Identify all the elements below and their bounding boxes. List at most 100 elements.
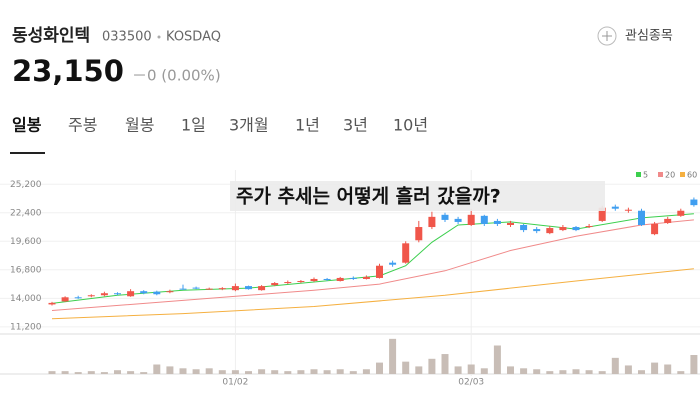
candle-body (677, 210, 685, 216)
volume-bar (74, 372, 82, 374)
volume-bar (664, 364, 672, 374)
volume-bar (507, 366, 514, 374)
market: KOSDAQ (166, 30, 221, 45)
candle-body (611, 206, 619, 209)
volume-bar (480, 368, 488, 374)
candle-body (598, 207, 606, 221)
volume-bar (415, 366, 423, 374)
ma-line (51, 213, 694, 304)
volume-bar (520, 368, 528, 374)
volume-bar (114, 370, 121, 374)
watch-button[interactable]: 관심종목 (625, 29, 673, 44)
legend-label: 60 (687, 171, 697, 180)
volume-bar (546, 371, 554, 374)
candle-body (362, 276, 370, 279)
candle-body (467, 214, 475, 225)
candle-body (310, 278, 318, 282)
y-tick-label: 14,000 (10, 294, 42, 304)
candle-body (245, 286, 252, 290)
candle-body (546, 228, 554, 234)
volume-bar (218, 370, 226, 374)
y-tick-label: 16,800 (10, 265, 42, 275)
candle-body (140, 291, 148, 294)
candle-body (428, 216, 436, 228)
candle-body (127, 291, 135, 297)
volume-bar (349, 371, 357, 374)
plus (602, 31, 612, 41)
volume-bar (127, 371, 135, 374)
candle-body (166, 291, 174, 293)
candle-body (61, 297, 69, 302)
volume-bar (258, 369, 266, 374)
annotation: 주가 추세는 어떻게 흘러 갔을까? (236, 185, 501, 208)
tab[interactable]: 3개월 (229, 116, 269, 135)
stock-name: 동성화인텍 (12, 26, 90, 46)
candle-body (323, 278, 331, 280)
tab[interactable]: 1일 (181, 116, 206, 135)
volume-bar (205, 368, 213, 374)
legend-swatch (636, 172, 641, 177)
candle-body (638, 210, 645, 225)
candle-body (153, 291, 161, 295)
candle-body (48, 302, 56, 305)
candle-body (651, 223, 659, 235)
stock-code: 033500 (102, 30, 152, 45)
tab[interactable]: 10년 (393, 116, 428, 135)
volume-bar (140, 372, 148, 374)
volume-bar (454, 366, 462, 374)
y-tick-label: 11,200 (10, 322, 42, 332)
candle-body (192, 287, 200, 289)
candle-body (402, 243, 410, 263)
tab[interactable]: 1년 (295, 116, 320, 135)
candle-body (74, 297, 82, 299)
candle-body (100, 293, 108, 296)
candle-body (336, 277, 344, 282)
tab[interactable]: 월봉 (125, 116, 154, 135)
candle-body (205, 288, 213, 290)
candle-body (258, 286, 266, 291)
volume-bar (376, 362, 383, 374)
candle-body (415, 227, 423, 241)
ma-line (51, 268, 694, 320)
volume-bar (533, 369, 541, 374)
candle-body (114, 293, 121, 295)
x-tick-label: 02/03 (458, 378, 484, 388)
candle-body (376, 265, 383, 278)
volume-bar (323, 370, 331, 374)
volume-bar (100, 372, 108, 374)
y-tick-label: 22,400 (10, 208, 42, 218)
volume-bar (611, 357, 619, 374)
candle-body (271, 283, 279, 286)
volume-bar (284, 371, 292, 374)
legend-swatch (680, 172, 685, 177)
volume-bar (336, 369, 344, 374)
legend-label: 5 (643, 171, 648, 180)
candle-body (231, 286, 239, 291)
legend-swatch (658, 172, 663, 177)
watch-icon[interactable] (597, 26, 617, 46)
volume-bar (638, 370, 645, 374)
candle-body (87, 295, 95, 297)
candle-body (585, 226, 593, 228)
tab[interactable]: 일봉 (12, 116, 42, 135)
x-tick-label: 01/02 (222, 378, 248, 388)
candle-body (572, 227, 580, 231)
volume-bar (559, 370, 567, 374)
candle-body (297, 281, 305, 283)
volume-bar (467, 364, 475, 374)
tab[interactable]: 3년 (343, 116, 368, 135)
ma-line (51, 219, 694, 311)
volume-bar (153, 364, 161, 374)
volume-bar (166, 366, 174, 374)
candle-body (520, 224, 528, 231)
candle-body (454, 218, 462, 222)
volume-bar (48, 371, 56, 374)
tab[interactable]: 주봉 (68, 116, 97, 135)
volume-bar (297, 370, 305, 374)
volume-bar (493, 345, 501, 374)
annotation-bg (230, 181, 605, 211)
volume-bar (362, 369, 370, 374)
candle-body (690, 199, 698, 206)
